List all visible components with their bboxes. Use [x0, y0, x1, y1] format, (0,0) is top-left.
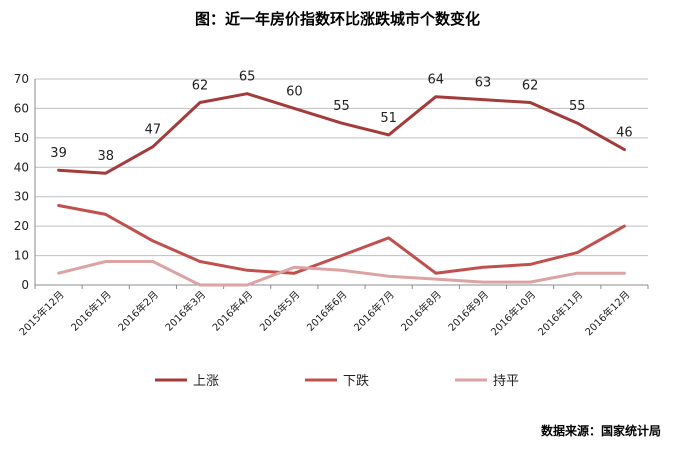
data-labels: 39 38 47 62 65 60 55 51 64 63 62 55 46 — [50, 70, 632, 164]
x-tick-label: 2016年5月 — [257, 288, 303, 334]
x-tick-label: 2016年6月 — [304, 288, 350, 334]
x-tick-label: 2016年1月 — [68, 288, 114, 334]
series-line-上涨 — [57, 92, 626, 175]
data-label: 65 — [239, 70, 256, 85]
source-note: 数据来源：国家统计局 — [540, 424, 661, 438]
y-tick-label: 60 — [14, 101, 29, 115]
data-label: 51 — [380, 111, 397, 126]
x-tick-label: 2016年7月 — [351, 288, 397, 334]
y-tick-label: 50 — [14, 131, 29, 145]
legend-label: 持平 — [493, 374, 519, 389]
x-tick-label: 2016年3月 — [162, 288, 208, 334]
series-lines — [57, 92, 626, 287]
x-tick-label: 2016年9月 — [445, 288, 491, 334]
x-tick-label: 2016年11月 — [535, 288, 585, 338]
x-tick-label: 2015年12月 — [16, 288, 66, 338]
axes — [34, 79, 649, 289]
data-label: 60 — [286, 84, 303, 99]
y-tick-label: 30 — [14, 190, 29, 204]
y-tick-label: 20 — [14, 219, 29, 233]
y-tick-label: 70 — [14, 72, 29, 86]
x-tick-label: 2016年2月 — [115, 288, 161, 334]
legend: 上涨 下跌 持平 — [155, 373, 519, 389]
data-label: 55 — [333, 99, 350, 114]
y-tick-label: 10 — [14, 249, 29, 263]
data-label: 39 — [50, 146, 67, 161]
chart-title: 图：近一年房价指数环比涨跌城市个数变化 — [194, 10, 480, 28]
data-label: 47 — [145, 123, 162, 138]
y-tick-label: 40 — [14, 160, 29, 174]
data-label: 46 — [616, 126, 633, 141]
data-label: 62 — [522, 79, 539, 94]
x-tick-label: 2016年4月 — [209, 288, 255, 334]
y-tick-label: 0 — [21, 278, 29, 292]
data-label: 63 — [475, 76, 492, 91]
series-line-下跌 — [57, 204, 626, 275]
legend-label: 下跌 — [343, 373, 369, 389]
x-axis-ticks: 2015年12月 2016年1月 2016年2月 2016年3月 2016年4月 2016… — [16, 288, 632, 338]
data-label: 38 — [97, 149, 114, 164]
legend-label: 上涨 — [193, 374, 219, 389]
x-tick-label: 2016年10月 — [488, 288, 538, 338]
data-label: 64 — [428, 73, 445, 88]
series-line-持平 — [57, 260, 626, 287]
data-label: 55 — [569, 99, 586, 114]
data-label: 62 — [192, 79, 209, 94]
y-axis-ticks: 0 10 20 30 40 50 60 70 — [14, 72, 29, 292]
x-tick-label: 2016年8月 — [398, 288, 444, 334]
x-tick-label: 2016年12月 — [582, 288, 632, 338]
